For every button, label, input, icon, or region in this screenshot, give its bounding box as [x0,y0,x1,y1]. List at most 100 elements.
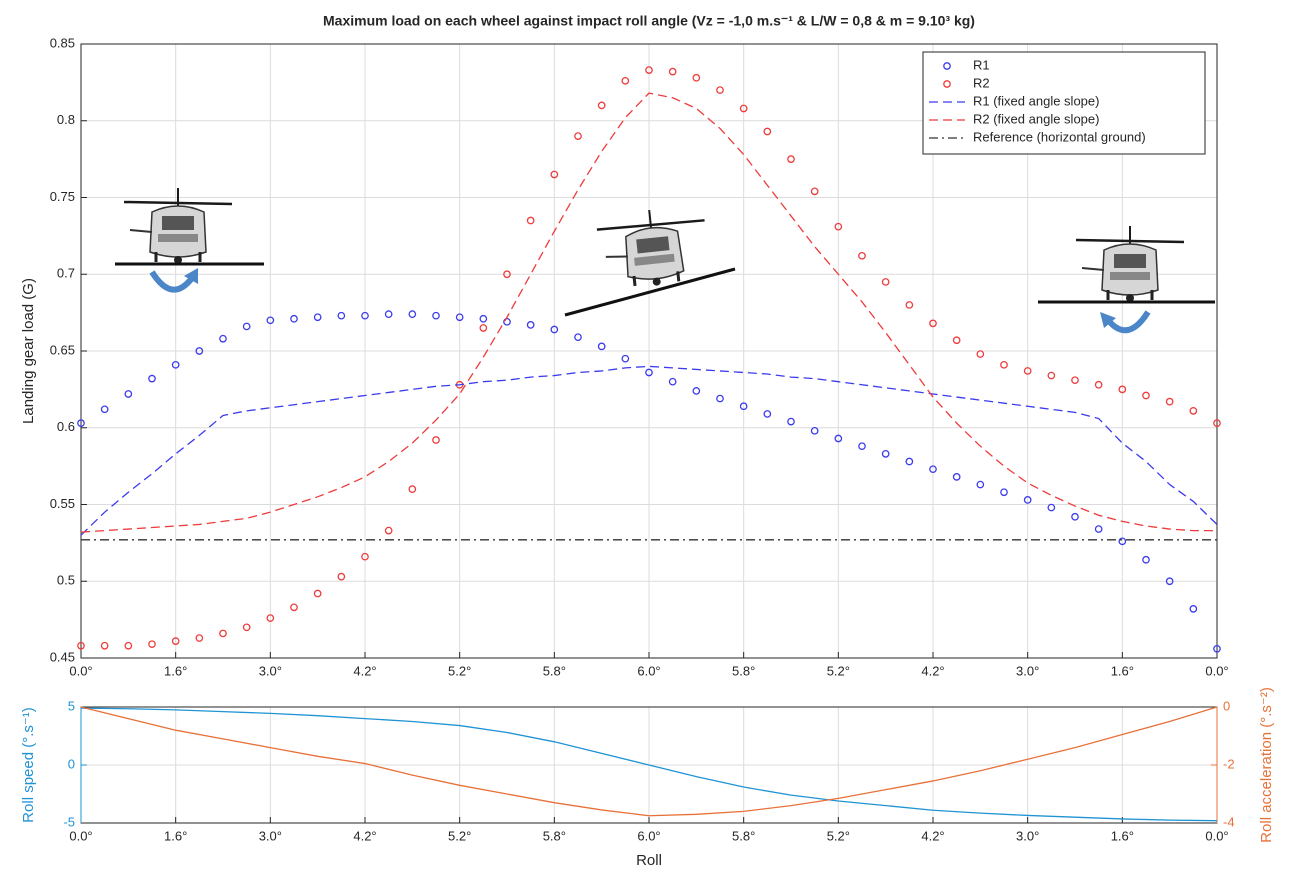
data-point [929,465,937,474]
data-point [1189,407,1198,415]
data-point [432,311,440,320]
plots: 0.0° 1.6° 3.0° 4.2° 5.2° 5.8° 6.0° 5.8° 5.2° 4.2°… [20,13,1275,869]
y-tick-label: 0.45 [50,649,75,664]
data-point [148,640,156,649]
data-point [1071,376,1079,385]
data-point [337,572,346,581]
data-point [77,419,85,427]
y-axis-label: Landing gear load (G) [20,278,37,424]
data-point [952,336,961,345]
data-line [80,365,1218,536]
data-point [1071,512,1079,521]
data-point [408,310,417,319]
data-point [550,170,559,179]
y2-axis-label: Roll acceleration (°.s⁻²) [1258,687,1275,843]
data-point [858,251,866,260]
data-point [124,390,133,398]
x-tick-label: 5.8° [543,828,566,843]
x-tick-label: 1.6° [1111,663,1134,678]
x-tick-label: 1.6° [164,663,187,678]
y2-tick-label: 0 [1223,698,1230,713]
data-point [574,132,582,140]
data-point [976,480,985,489]
y-tick-label: 5 [68,698,75,713]
y-tick-label: 0.75 [50,189,75,204]
x-tick-label: 4.2° [353,828,376,843]
y-tick-label: 0.55 [50,496,75,511]
data-point [384,310,393,319]
y-tick-label: 0.7 [57,266,75,281]
data-point [716,86,724,94]
data-point [1142,391,1150,400]
data-point [574,333,582,342]
data-point [1118,537,1127,546]
rotation-arrow [1105,310,1151,334]
legend-label: R1 (fixed angle slope) [973,93,1099,108]
x-tick-label: 5.8° [732,828,755,843]
data-point [242,623,251,632]
y-tick-label: 0.5 [57,573,75,588]
data-point [1118,385,1127,394]
y-tick-label: -5 [63,814,75,829]
data-point [858,442,866,451]
data-point [597,342,606,351]
data-point [834,434,843,443]
data-point [219,629,227,638]
data-point [1047,371,1056,380]
data-point [526,216,535,225]
data-point [266,316,275,325]
x-tick-label: 5.8° [543,663,566,678]
data-line [80,706,1218,817]
slope-line [564,267,736,317]
x-tick-label: 3.0° [259,663,282,678]
data-point [1189,605,1198,613]
x-tick-label: 5.2° [448,663,471,678]
x-tick-label: 0.0° [69,828,92,843]
data-point [621,354,630,363]
x-tick-label: 3.0° [259,828,282,843]
x-tick-label: 0.0° [69,663,92,678]
data-point [124,641,133,650]
data-point [645,66,653,74]
data-point [1165,397,1174,406]
data-line [80,92,1217,533]
data-point [526,321,535,329]
data-point [171,360,180,369]
data-point [881,278,890,286]
data-point [384,526,393,535]
data-point [479,314,488,323]
data-point [313,589,322,598]
x-tick-label: 1.6° [164,828,187,843]
data-point [834,222,843,231]
data-point [455,313,464,322]
data-point [1047,503,1056,512]
data-point [692,387,701,395]
data-point [976,350,985,358]
x-tick-label: 0.0° [1205,663,1228,678]
y2-tick-label: -2 [1223,756,1235,771]
x-tick-label: 5.2° [827,663,850,678]
x-tick-label: 3.0° [1016,663,1039,678]
chart-title: Maximum load on each wheel against impac… [323,13,975,29]
data-line [80,707,1218,822]
data-point [408,485,417,493]
data-point [195,634,204,642]
x-tick-label: 4.2° [921,663,944,678]
x-tick-label: 6.0° [637,663,660,678]
legend-label: R2 (fixed angle slope) [973,111,1099,126]
data-point [503,270,511,279]
data-point [290,314,298,323]
data-point [905,301,914,309]
data-point [763,410,772,418]
data-point [952,473,961,481]
legend-label: Reference (horizontal ground) [973,129,1146,144]
arrow-head [1100,312,1116,328]
y-tick-label: 0.8 [57,112,75,127]
data-point [810,187,819,196]
data-point [621,76,630,85]
legend-label: R1 [973,57,990,72]
arrow-head [184,268,198,284]
data-point [692,73,701,82]
data-point [1000,360,1008,369]
